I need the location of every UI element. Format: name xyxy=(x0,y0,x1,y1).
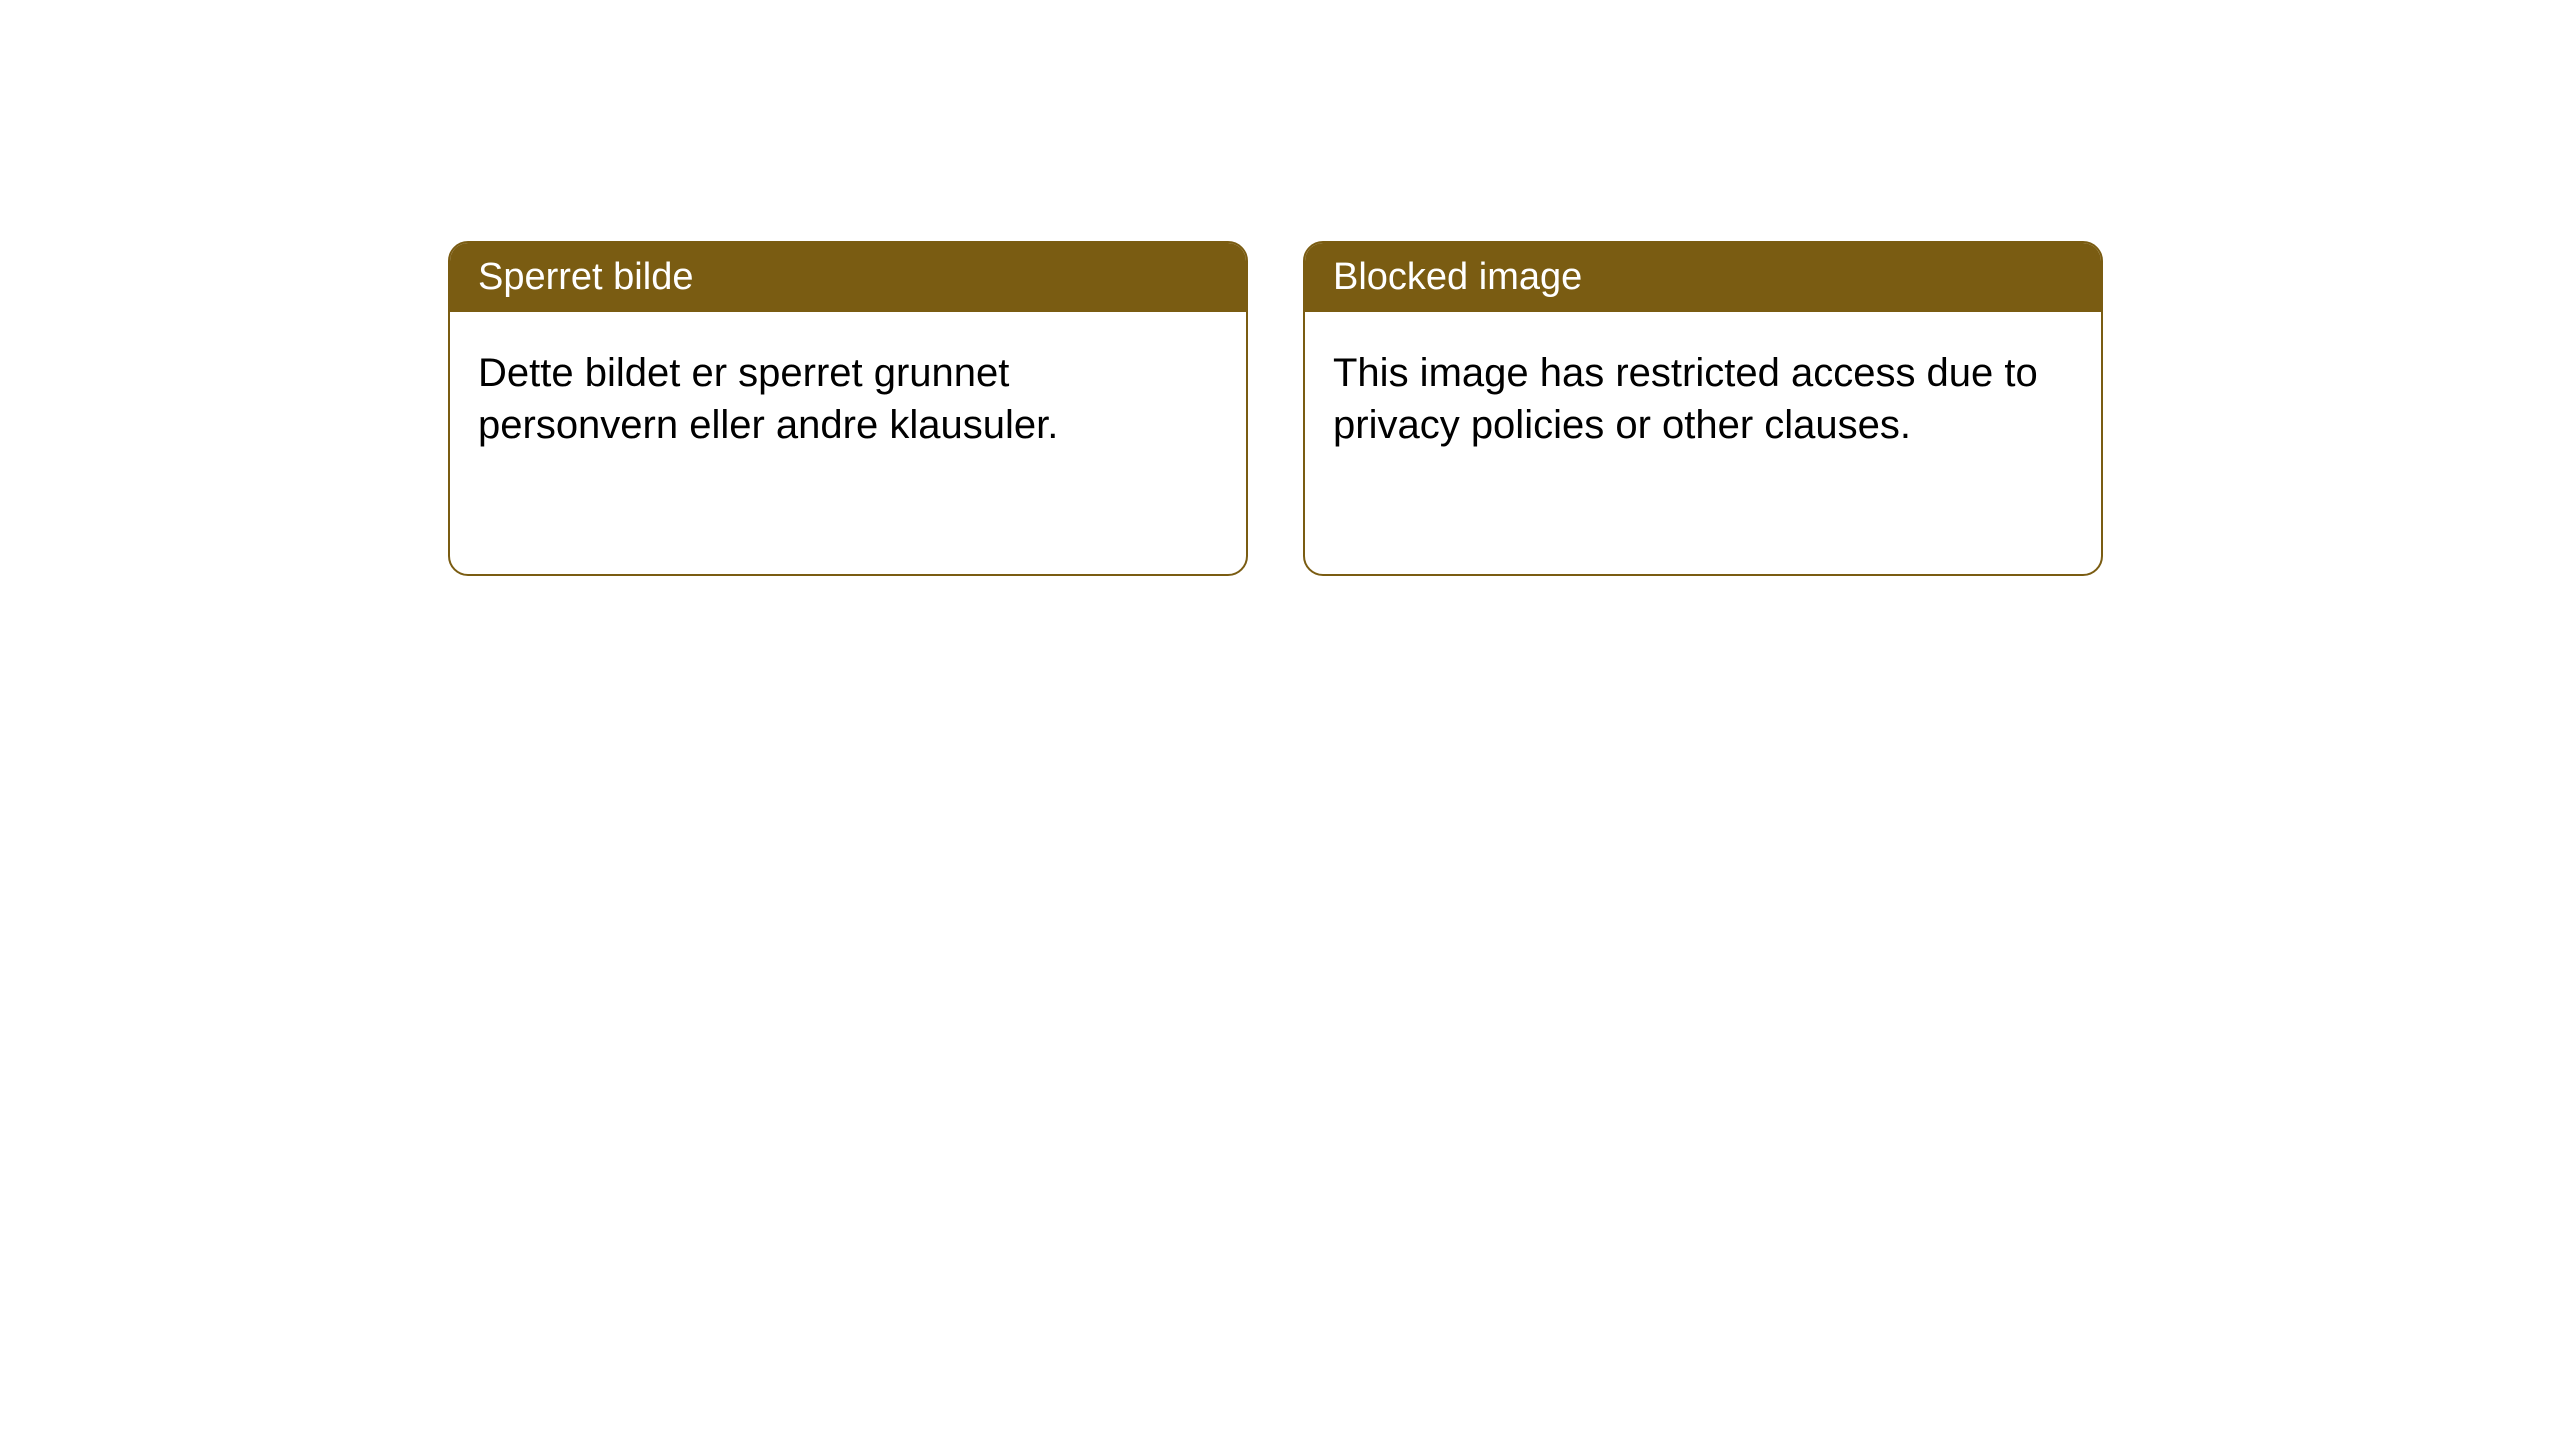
notice-body: This image has restricted access due to … xyxy=(1305,312,2101,486)
notice-body: Dette bildet er sperret grunnet personve… xyxy=(450,312,1246,486)
notice-card-norwegian: Sperret bilde Dette bildet er sperret gr… xyxy=(448,241,1248,576)
notice-container: Sperret bilde Dette bildet er sperret gr… xyxy=(448,241,2103,576)
notice-header: Sperret bilde xyxy=(450,243,1246,312)
notice-card-english: Blocked image This image has restricted … xyxy=(1303,241,2103,576)
notice-header: Blocked image xyxy=(1305,243,2101,312)
